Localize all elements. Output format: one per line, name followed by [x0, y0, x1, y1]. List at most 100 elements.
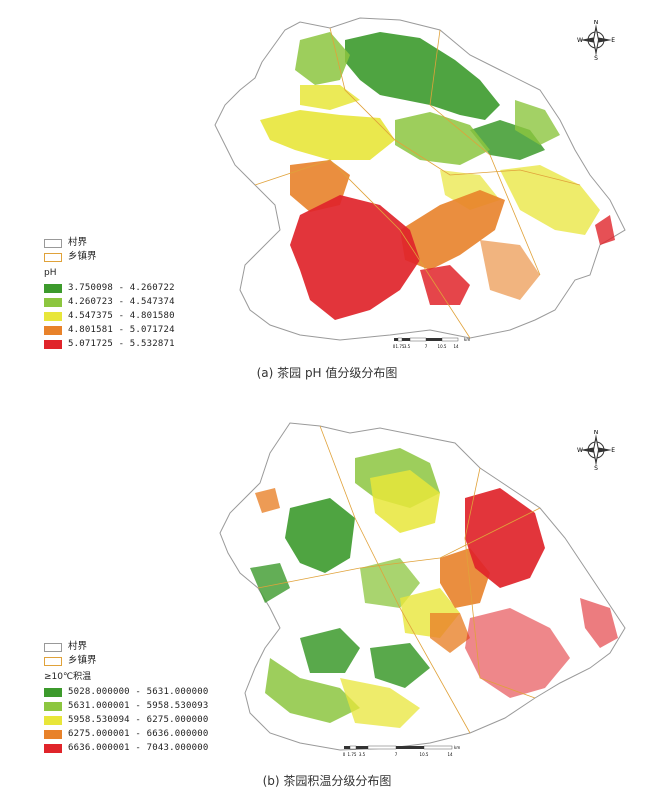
legend-class: 6275.000001 - 6636.000000: [44, 727, 208, 741]
town-boundary: [257, 507, 541, 589]
village-swatch: [44, 642, 62, 652]
caption-b: (b) 茶园积温分级分布图: [262, 774, 392, 788]
scale-tick: 14: [447, 752, 453, 757]
scale-bar: 0 1.75 3.5 7 10.5 14 km: [393, 337, 470, 349]
ph-map: [214, 17, 626, 341]
class-range: 4.547375 - 4.801580: [68, 311, 175, 321]
scale-tick: 10.5: [420, 752, 429, 757]
temp-zone-red: [465, 488, 545, 588]
class-range: 4.260723 - 4.547374: [68, 297, 175, 307]
ph-zone-red: [420, 265, 470, 305]
legend-class: 5958.530094 - 6275.000000: [44, 713, 208, 727]
scale-tick: 0: [343, 752, 346, 757]
ph-zone-yellow: [300, 85, 360, 110]
scale-tick: 7: [395, 752, 398, 757]
legend-town-label: 乡镇界: [68, 251, 97, 262]
ph-zone-lightgreen: [515, 100, 560, 145]
class-range: 4.801581 - 5.071724: [68, 325, 175, 335]
legend-town: 乡镇界: [44, 250, 175, 264]
temp-zone-green: [300, 628, 360, 673]
legend-class: 4.260723 - 4.547374: [44, 295, 175, 309]
village-swatch: [44, 238, 62, 248]
legend-town: 乡镇界: [44, 654, 208, 668]
class-range: 5028.000000 - 5631.000000: [68, 687, 209, 697]
town-swatch: [44, 656, 62, 666]
scale-tick: 3.5: [404, 344, 411, 349]
class-range: 6275.000001 - 6636.000000: [68, 729, 209, 739]
temp-zone-yellow: [370, 470, 440, 533]
caption-a: (a) 茶园 pH 值分级分布图: [256, 366, 398, 380]
class-swatch: [44, 715, 62, 725]
class-swatch: [44, 283, 62, 293]
ph-zone-lightgreen: [395, 112, 490, 165]
class-swatch: [44, 325, 62, 335]
scale-tick: 7: [425, 344, 428, 349]
temp-zone-green: [250, 563, 290, 603]
temp-zone-red: [465, 608, 570, 698]
compass-e: E: [611, 447, 615, 454]
temp-zone-lightgreen: [360, 558, 420, 608]
scale-bar: 0 1.75 3.5 7 10.5 14 km: [343, 745, 461, 757]
ph-legend: 村界 乡镇界 pH 3.750098 - 4.260722 4.260723 -…: [44, 236, 175, 351]
ph-zone-green: [345, 32, 500, 120]
temp-zone-lightgreen: [265, 658, 360, 723]
class-swatch: [44, 311, 62, 321]
map-panel-ph: N S E W 村界 乡镇界 pH 3.750098 - 4.260722 4.…: [0, 0, 654, 390]
scale-tick: 1.75: [348, 752, 357, 757]
scale-tick: 1.75: [396, 344, 405, 349]
legend-village-label: 村界: [68, 641, 88, 652]
temp-zone-red: [580, 598, 618, 648]
compass-s: S: [594, 465, 598, 470]
north-arrow-icon: N S E W: [577, 430, 615, 470]
town-boundary: [429, 29, 541, 276]
ph-zone-yellow: [500, 165, 600, 235]
temp-zone-green: [370, 643, 430, 688]
town-boundary: [319, 425, 471, 734]
legend-class: 3.750098 - 4.260722: [44, 281, 175, 295]
legend-village: 村界: [44, 236, 175, 250]
compass-w: W: [577, 447, 583, 454]
legend-village-label: 村界: [68, 237, 88, 248]
compass-n: N: [594, 20, 599, 26]
class-swatch: [44, 297, 62, 307]
legend-class: 5631.000001 - 5958.530093: [44, 699, 208, 713]
class-range: 6636.000001 - 7043.000000: [68, 743, 209, 753]
class-swatch: [44, 687, 62, 697]
ph-zone-lightgreen: [295, 32, 350, 85]
class-range: 5631.000001 - 5958.530093: [68, 701, 209, 711]
legend-class: 6636.000001 - 7043.000000: [44, 741, 208, 755]
legend-title: pH: [44, 268, 57, 278]
north-arrow-icon: N S E W: [577, 20, 615, 60]
ph-zone-orange: [480, 240, 540, 300]
legend-class: 4.547375 - 4.801580: [44, 309, 175, 323]
class-swatch: [44, 701, 62, 711]
legend-class: 4.801581 - 5.071724: [44, 323, 175, 337]
class-range: 3.750098 - 4.260722: [68, 283, 175, 293]
scale-tick: 0: [393, 344, 396, 349]
compass-s: S: [594, 55, 598, 60]
scale-unit: km: [464, 337, 470, 342]
scale-unit: km: [454, 745, 460, 750]
town-swatch: [44, 252, 62, 262]
legend-village: 村界: [44, 640, 208, 654]
scale-tick: 14: [453, 344, 459, 349]
ph-zone-red: [290, 195, 420, 320]
compass-w: W: [577, 37, 583, 44]
map-panel-temperature: N S E W 村界 乡镇界 ≥10℃积温 5028.000000 - 5631…: [0, 398, 654, 797]
class-swatch: [44, 729, 62, 739]
legend-class: 5028.000000 - 5631.000000: [44, 685, 208, 699]
legend-title: ≥10℃积温: [44, 672, 92, 682]
temp-zone-orange: [255, 488, 280, 513]
temp-zone-green: [285, 498, 355, 573]
temperature-map: [219, 422, 626, 751]
compass-e: E: [611, 37, 615, 44]
temp-zone-orange: [430, 613, 470, 653]
ph-zone-orange: [400, 190, 505, 270]
town-boundary: [329, 27, 581, 186]
class-range: 5958.530094 - 6275.000000: [68, 715, 209, 725]
ph-zone-red: [595, 215, 615, 245]
class-range: 5.071725 - 5.532871: [68, 339, 175, 349]
town-boundary: [254, 159, 471, 339]
ph-zone-yellow: [260, 110, 395, 160]
compass-n: N: [594, 430, 599, 436]
